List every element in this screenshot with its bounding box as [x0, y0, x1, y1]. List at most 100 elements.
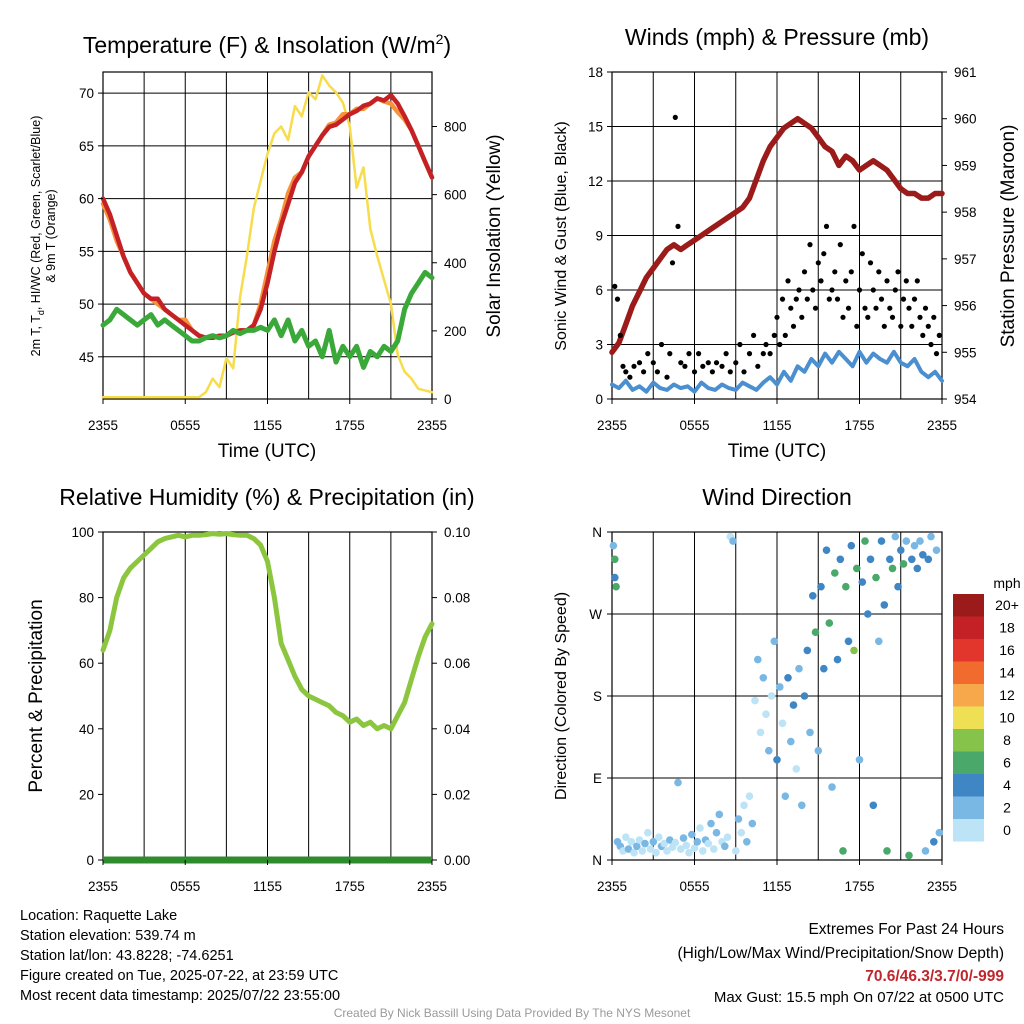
x-tick-label: 1155 [762, 418, 791, 433]
wdir-point [688, 830, 696, 839]
y-tick-label: 20 [79, 787, 94, 802]
credit-text: Created By Nick Bassill Using Data Provi… [333, 1006, 691, 1020]
wdir-point [916, 537, 924, 545]
y-tick-label: 50 [79, 297, 94, 312]
gust-point [790, 323, 797, 329]
temp-2m-line [100, 92, 435, 341]
gust-point [709, 369, 716, 375]
gust-point [645, 351, 651, 357]
wdir-point [767, 692, 776, 700]
wdir-point [787, 737, 795, 746]
gust-point [870, 287, 876, 293]
wdir-point [770, 637, 779, 646]
wdir-chart-title: Wind Direction [702, 484, 852, 510]
colorbar-label: 4 [1003, 777, 1011, 793]
wdir-point [674, 778, 682, 787]
gust-point [678, 360, 684, 366]
gust-point [675, 223, 681, 229]
wdir-point [677, 845, 685, 853]
gust-point [892, 287, 898, 293]
gust-point [925, 323, 931, 329]
y2-tick-label: 0.00 [444, 853, 470, 868]
wdir-point [622, 833, 630, 841]
y-tick-label: 100 [71, 525, 94, 540]
gust-point [881, 323, 887, 329]
gust-point [733, 360, 739, 366]
gust-point [837, 242, 843, 248]
y2-tick-label: 400 [444, 256, 467, 271]
colorbar-swatch [953, 819, 984, 842]
wdir-point [836, 555, 845, 564]
colorbar-swatch [953, 594, 984, 617]
wdir-point [609, 541, 618, 550]
gust-point [623, 369, 629, 375]
y-tick-label: N [592, 525, 602, 540]
gust-point [617, 332, 623, 338]
max-gust-text: Max Gust: 15.5 mph On 07/22 at 0500 UTC [713, 989, 1004, 1006]
temp-y-axis-label-line2: & 9m T (Orange) [44, 189, 58, 282]
gust-point [898, 323, 904, 329]
gust-point [920, 332, 926, 338]
wdir-point [792, 765, 801, 773]
gust-point [620, 363, 626, 369]
wdir-point [633, 842, 641, 851]
gust-point [911, 296, 918, 302]
station-info: Location: Raquette Lake Station elevatio… [20, 906, 340, 1006]
gust-point [840, 314, 846, 320]
wdir-point [740, 801, 748, 810]
wdir-point [762, 710, 770, 718]
rh-chart-title: Relative Humidity (%) & Precipitation (i… [59, 484, 474, 510]
wdir-point [853, 564, 861, 573]
gust-point [636, 360, 643, 366]
wdir-point [844, 637, 853, 646]
wdir-point [935, 828, 944, 837]
wdir-point [646, 845, 655, 853]
wdir-point [699, 847, 707, 855]
wdir-point [891, 532, 900, 541]
y-tick-label: N [592, 853, 602, 868]
colorbar-label: 10 [999, 710, 1015, 726]
gust-point [727, 369, 733, 375]
colorbar-label: 12 [999, 687, 1015, 703]
wdir-point [910, 541, 919, 550]
wdir-point [685, 848, 693, 857]
x-tick-label: 1155 [762, 879, 791, 894]
wdir-point [745, 792, 754, 800]
winds-y-axis-label: Sonic Wind & Gust (Blue, Black) [553, 121, 570, 350]
gust-point [612, 283, 618, 289]
wdir-point [905, 851, 913, 860]
gust-point [782, 332, 788, 338]
extremes-subtitle: (High/Low/Max Wind/Precipitation/Snow De… [677, 945, 1005, 962]
y2-tick-label: 0.06 [444, 656, 470, 671]
y2-tick-label: 600 [444, 188, 467, 203]
wdir-point [715, 810, 724, 819]
x-tick-label: 2355 [417, 418, 447, 433]
wdir-point [721, 842, 729, 851]
y-tick-label: 6 [595, 283, 603, 298]
gust-point [796, 287, 802, 293]
colorbar-label: 18 [999, 620, 1015, 636]
wdir-point [756, 728, 765, 737]
wdir-point [822, 546, 831, 554]
wdir-point [710, 845, 718, 853]
x-tick-label: 2355 [88, 418, 118, 433]
wdir-point [921, 847, 930, 855]
gust-point [818, 278, 824, 284]
x-tick-label: 1755 [335, 418, 365, 433]
wdir-point [732, 847, 740, 855]
gust-point [650, 360, 656, 366]
y-tick-label: S [593, 689, 602, 704]
wdir-point [919, 551, 927, 559]
gust-point [917, 314, 923, 320]
gust-point [909, 323, 915, 329]
wdir-point [924, 555, 933, 564]
y2-tick-label: 956 [954, 299, 977, 314]
wdir-point [930, 838, 938, 846]
y2-tick-label: 0.02 [444, 787, 470, 802]
gust-point [799, 314, 805, 320]
recent-data-text: Most recent data timestamp: 2025/07/22 2… [20, 988, 341, 1004]
wdir-point [869, 801, 878, 810]
gust-point [914, 278, 920, 284]
x-tick-label: 2355 [417, 879, 447, 894]
wdir-point [611, 555, 619, 564]
